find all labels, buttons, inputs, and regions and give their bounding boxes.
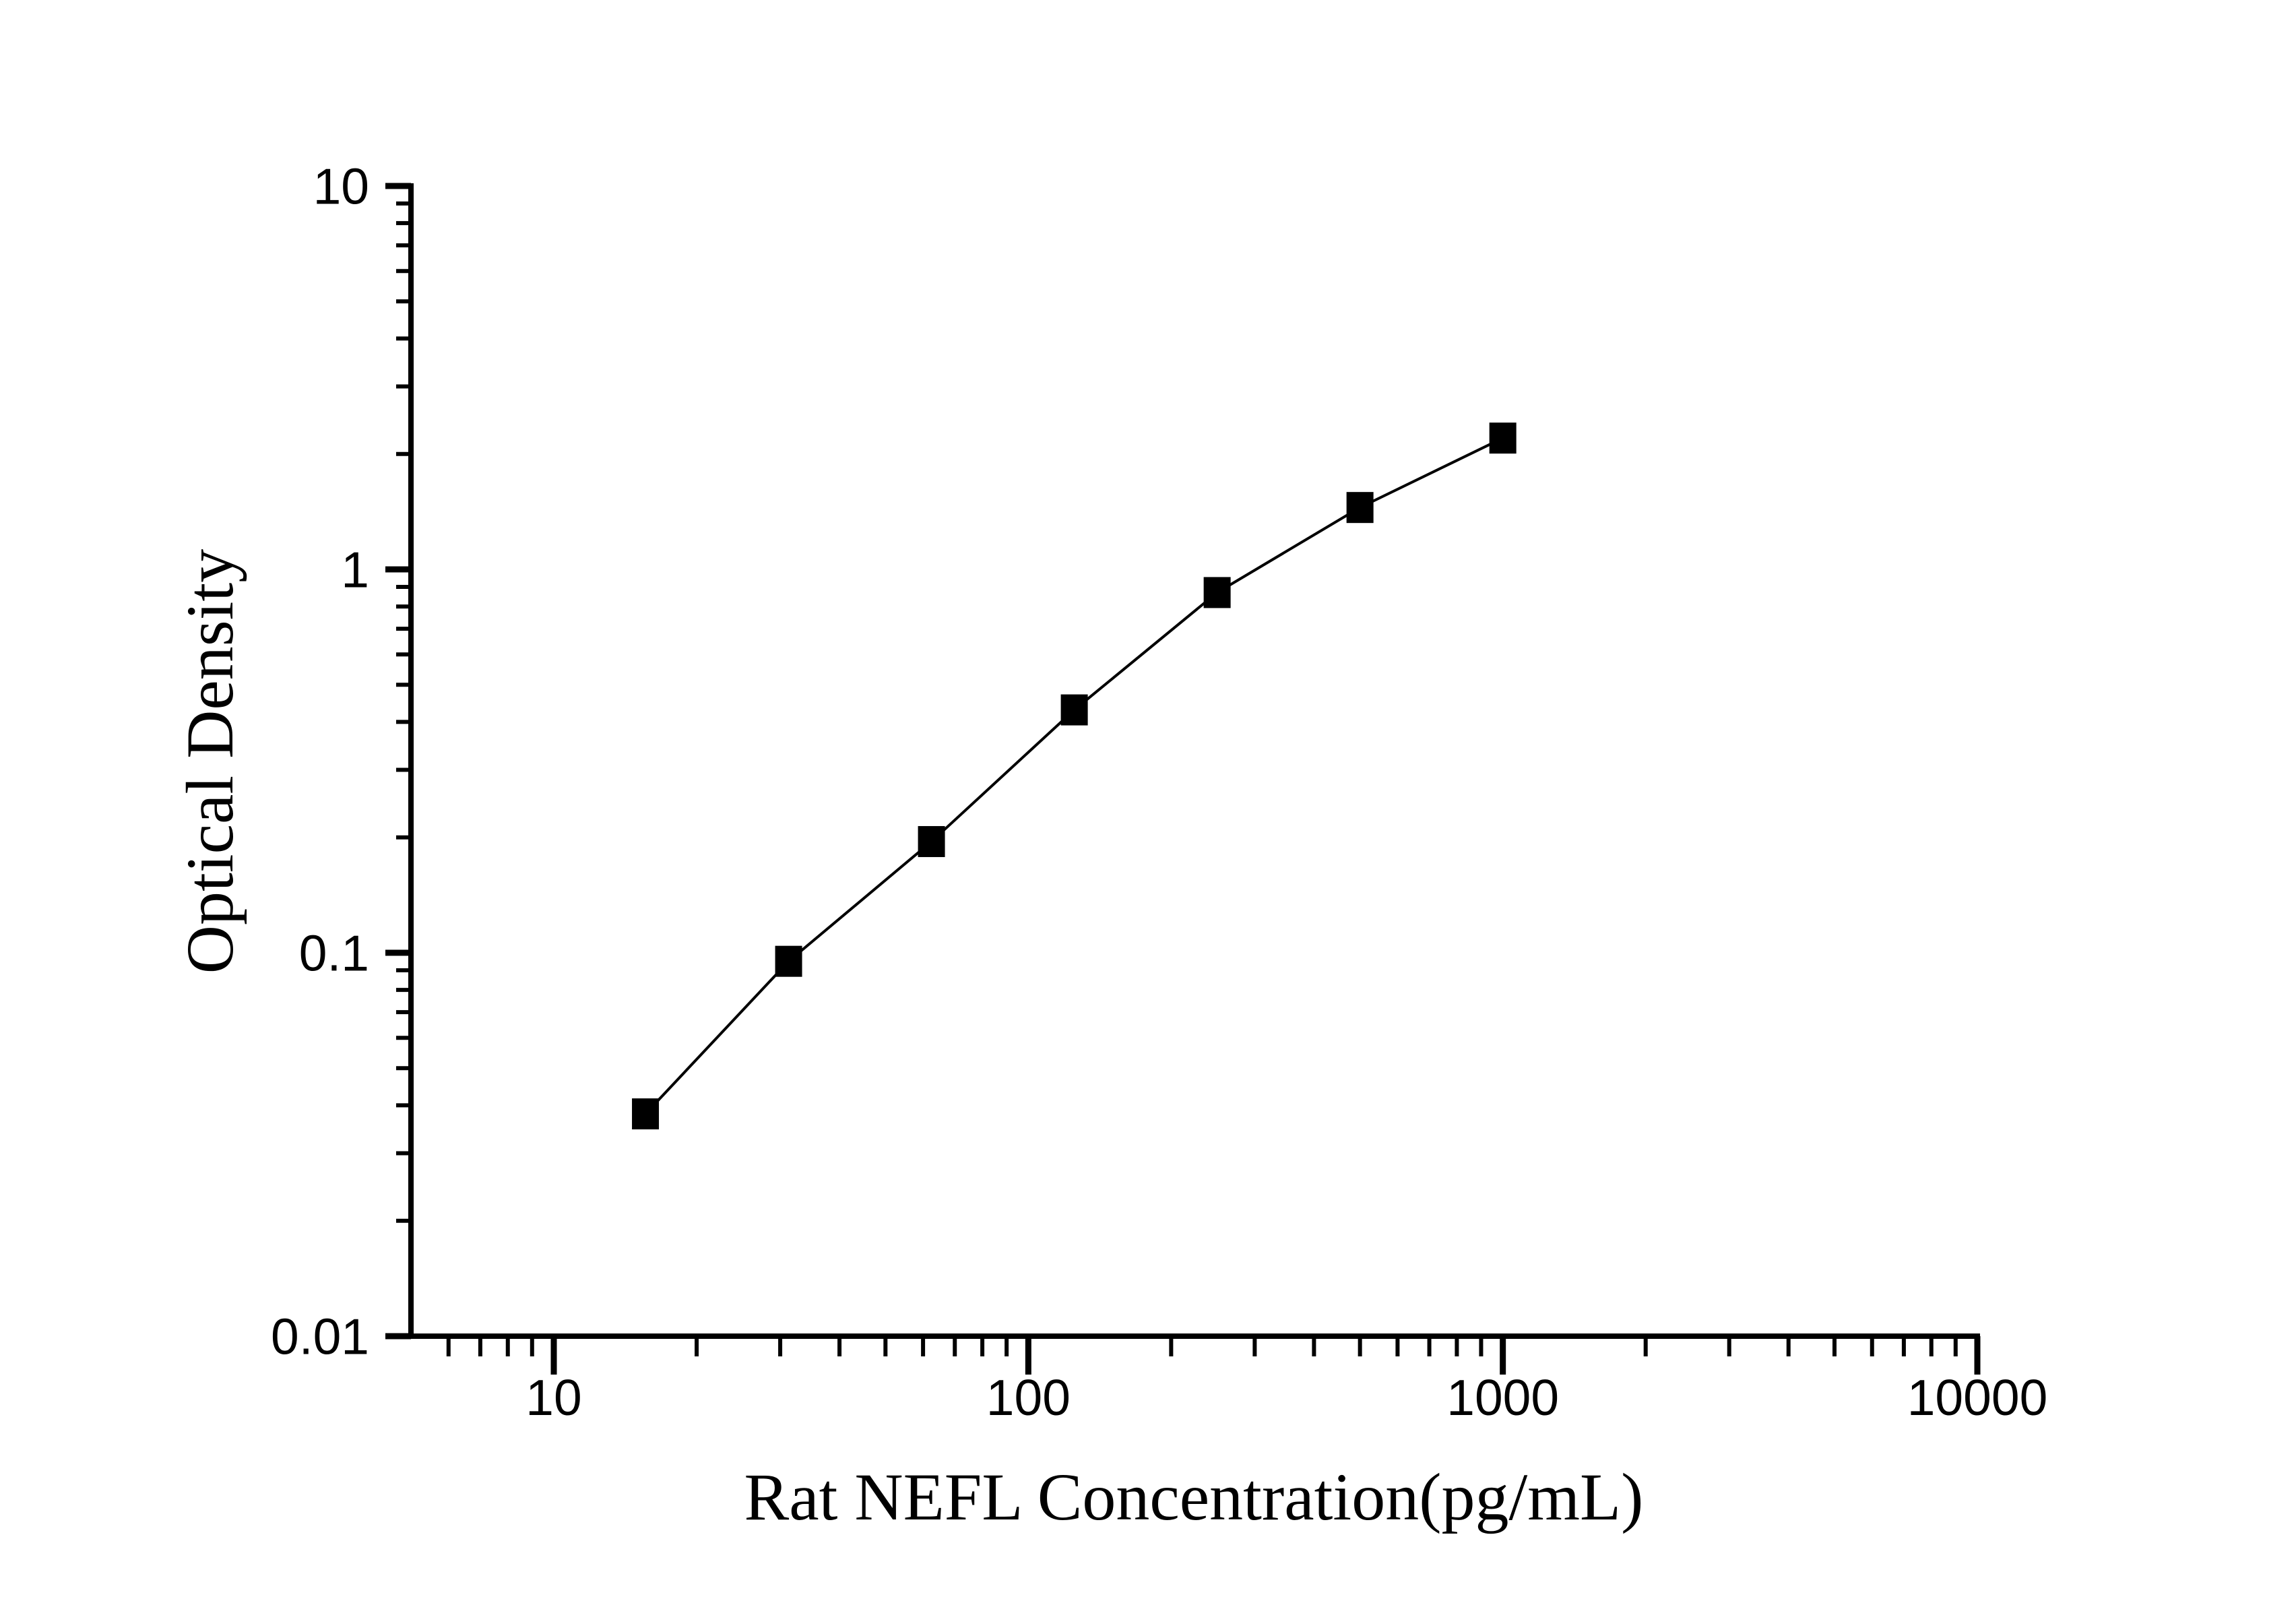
- data-point-marker: [632, 1098, 660, 1130]
- data-point-marker: [1489, 422, 1517, 454]
- x-axis-tick-label: 10000: [1907, 1369, 2048, 1426]
- x-axis-tick-label: 1000: [1446, 1369, 1559, 1426]
- y-axis-tick-label: 0.1: [299, 924, 369, 981]
- data-point-marker: [775, 945, 802, 977]
- curve-line: [644, 437, 1504, 1115]
- axis-ticks: [385, 183, 1981, 1375]
- y-axis-title: Optical Density: [172, 549, 247, 974]
- data-point-marker: [1346, 492, 1374, 524]
- x-axis-tick-label: 10: [525, 1369, 581, 1426]
- x-axis-tick-label: 100: [986, 1369, 1071, 1426]
- y-axis-tick-label: 10: [313, 158, 369, 214]
- axis-tick-labels: 10 100 1000 10000 0.01 0.1 1 10: [271, 158, 2047, 1426]
- y-axis-tick-label: 0.01: [271, 1308, 369, 1364]
- y-axis-tick-label: 1: [341, 541, 369, 598]
- data-point-marker: [1060, 694, 1088, 726]
- x-axis-title: Rat NEFL Concentration(pg/mL): [744, 1459, 1644, 1534]
- data-point-marker: [918, 825, 945, 857]
- data-point-marker: [1203, 577, 1231, 608]
- axes: [408, 183, 1980, 1339]
- data-series: [632, 422, 1517, 1130]
